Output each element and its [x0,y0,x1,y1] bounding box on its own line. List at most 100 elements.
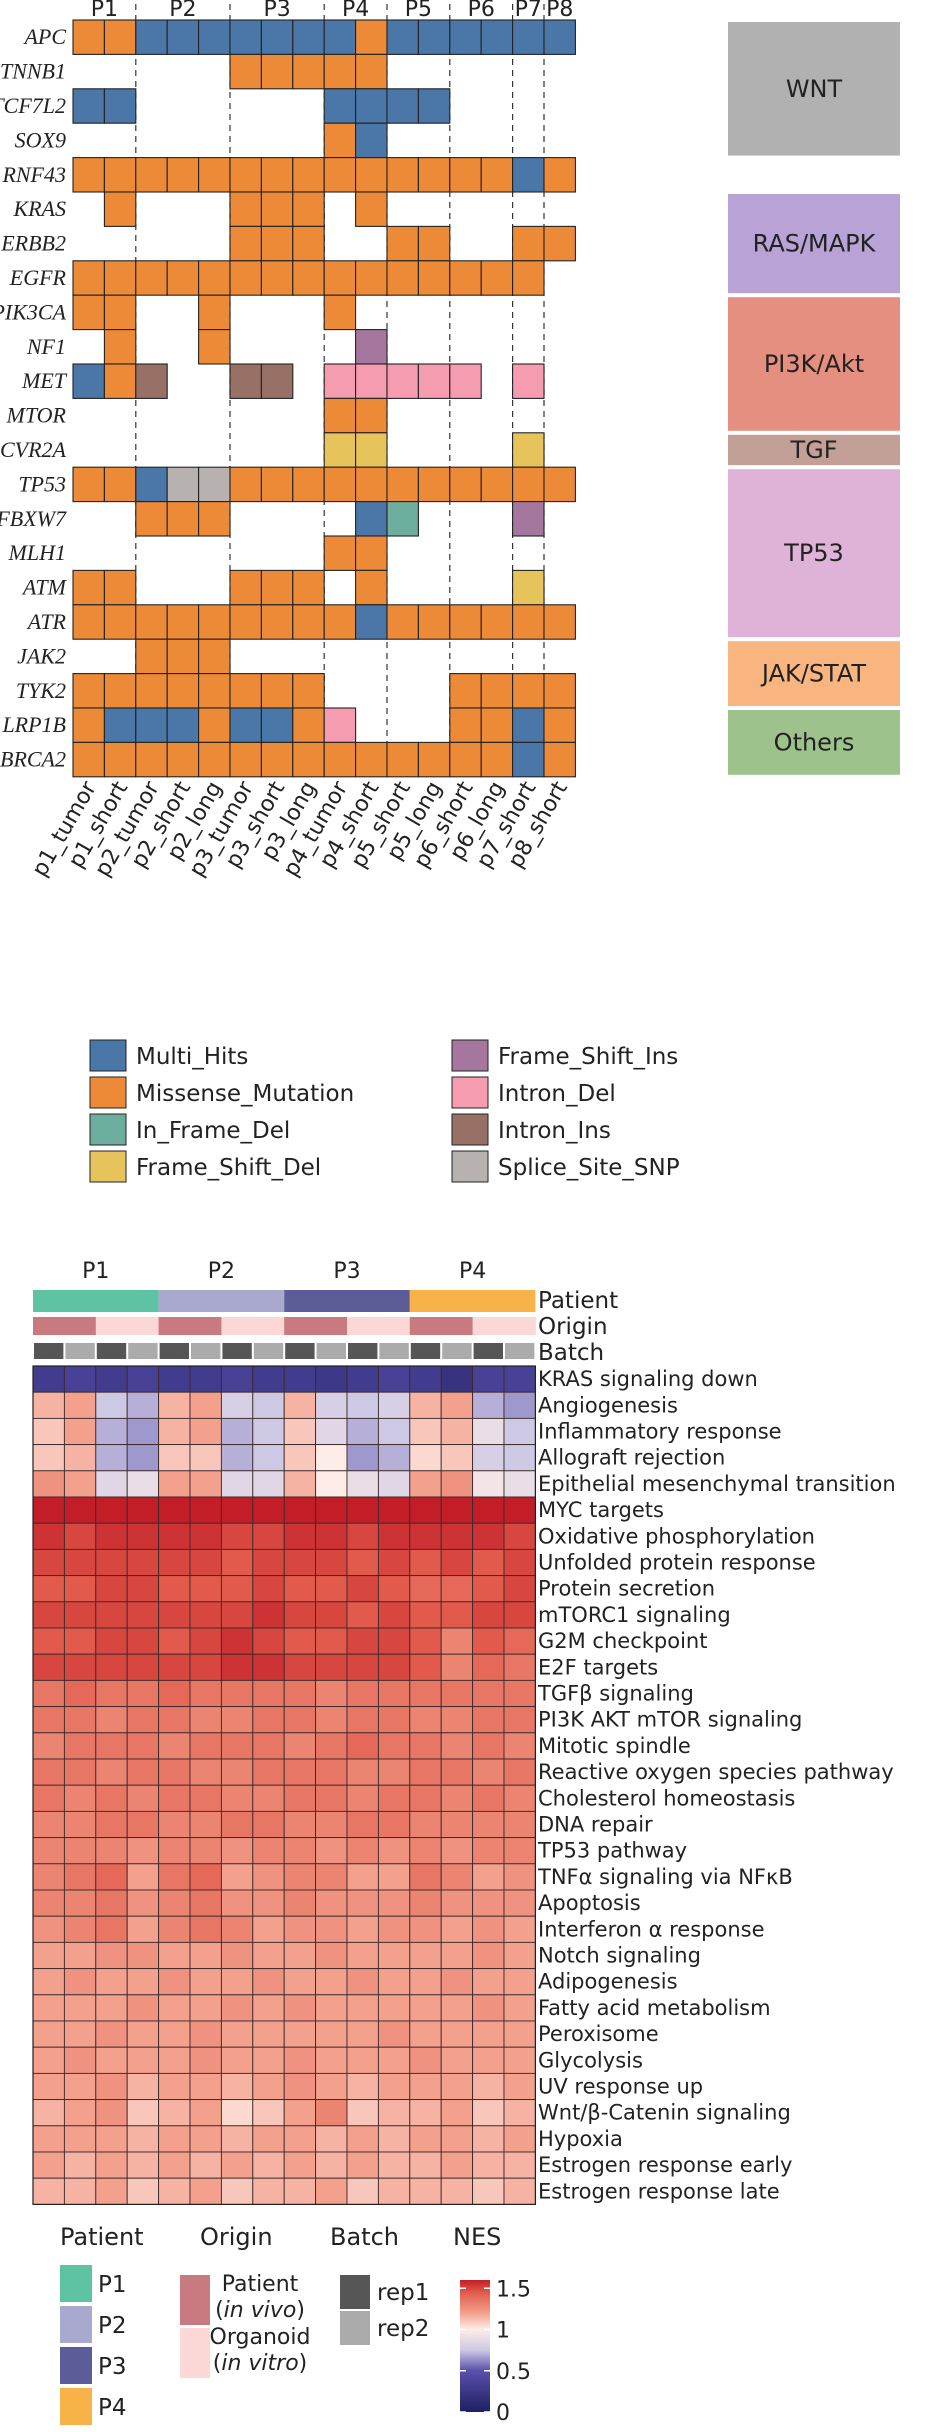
mutation-cell [323,363,357,399]
mutation-cell [292,191,325,227]
mutation-cell [72,260,105,296]
nes-cell [32,1784,65,1812]
mutation-cell [355,569,388,606]
nes-cell [158,1968,191,1996]
nes-cell [346,2125,379,2153]
nes-cell [377,1679,411,1708]
mutation-cell [198,638,231,675]
mutation-cell [260,260,294,296]
nes-cell [440,2125,474,2153]
mutation-cell [417,157,451,193]
nes-cell [315,1968,348,1996]
gene-label: EGFR [9,265,67,290]
nes-cell [220,2046,254,2074]
nes-cell [283,1627,317,1655]
nes-cell [63,1496,97,1524]
nes-cell [158,1784,191,1812]
nes-cell [283,1706,317,1734]
nes-cell [32,1994,65,2022]
nes-cell [315,1522,348,1550]
nes-cell [503,1391,536,1419]
nes-cell [158,1444,191,1472]
mutation-cell [103,260,137,296]
nes-cell [409,1365,442,1393]
pathway-row-label: Mitotic spindle [538,1734,691,1758]
nes-cell [220,2125,254,2153]
nes-cell [283,1470,317,1498]
nes-cell [315,1470,348,1498]
colorbar-tick-label: 0 [496,2401,510,2426]
nes-cell [95,1601,128,1629]
origin-cell [252,1317,285,1335]
mutation-cell [417,363,451,399]
nes-cell [95,1522,128,1550]
nes-cell [252,1522,285,1550]
nes-cell [220,1784,254,1812]
pathway-row-label: Interferon α response [538,1917,765,1941]
nes-cell [315,1548,348,1577]
nes-cell [315,2151,348,2179]
legend-label: Patient [222,2272,299,2297]
mutation-cell [103,604,137,640]
nes-cell [315,1365,348,1393]
nes-cell [472,1548,505,1577]
onco-patient-label: P2 [169,0,196,22]
pathway-row-label: Protein secretion [538,1577,715,1601]
legend-swatch [60,2388,92,2425]
nes-cell [503,1679,536,1708]
nes-cell [283,1784,317,1812]
nes-cell [503,1653,536,1681]
nes-cell [346,1706,379,1734]
mutation-cell [198,604,231,640]
nes-cell [32,2125,65,2153]
nes-cell [220,2099,254,2127]
nes-cell [472,2151,505,2179]
nes-cell [32,1889,65,1917]
nes-cell [503,2125,536,2153]
nes-cell [283,1915,317,1943]
mutation-cell [72,707,105,743]
nes-cell [220,1968,254,1996]
nes-cell [409,1496,442,1524]
pathway-label: Others [774,728,855,756]
nes-cell [377,1496,411,1524]
mutation-cell [417,225,451,262]
nes-cell [283,1417,317,1446]
nes-cell [503,1994,536,2022]
mutation-cell [480,19,514,55]
mutation-cell [198,673,231,709]
nes-cell [377,1758,411,1786]
origin-cell [95,1317,128,1335]
mutation-cell [229,225,262,262]
nes-cell [283,2177,317,2205]
gene-label: TYK2 [16,678,66,703]
pathway-row-label: MYC targets [538,1498,664,1522]
nes-cell [346,1758,379,1786]
nes-cell [472,1470,505,1498]
nes-cell [283,1444,317,1472]
origin-cell [378,1317,411,1335]
nes-cell [315,1627,348,1655]
batch-cell [348,1343,378,1359]
patient-bar [33,1290,159,1312]
mutation-cell [449,19,482,55]
nes-cell [252,1601,285,1629]
mutation-cell [292,673,325,709]
nes-cell [315,1444,348,1472]
nes-cell [283,1522,317,1550]
mutation-cell [543,707,576,743]
nes-cell [346,1417,379,1446]
mutation-cell [72,604,105,640]
nes-cell [283,1679,317,1708]
nes-cell [158,1837,191,1865]
nes-cell [32,1679,65,1708]
mutation-cell [166,466,200,503]
mutation-cell [229,673,262,709]
mutation-cell [512,432,545,468]
batch-cell [505,1343,535,1359]
mutation-cell [72,19,105,55]
mutation-cell [543,741,576,778]
nes-cell [283,1496,317,1524]
